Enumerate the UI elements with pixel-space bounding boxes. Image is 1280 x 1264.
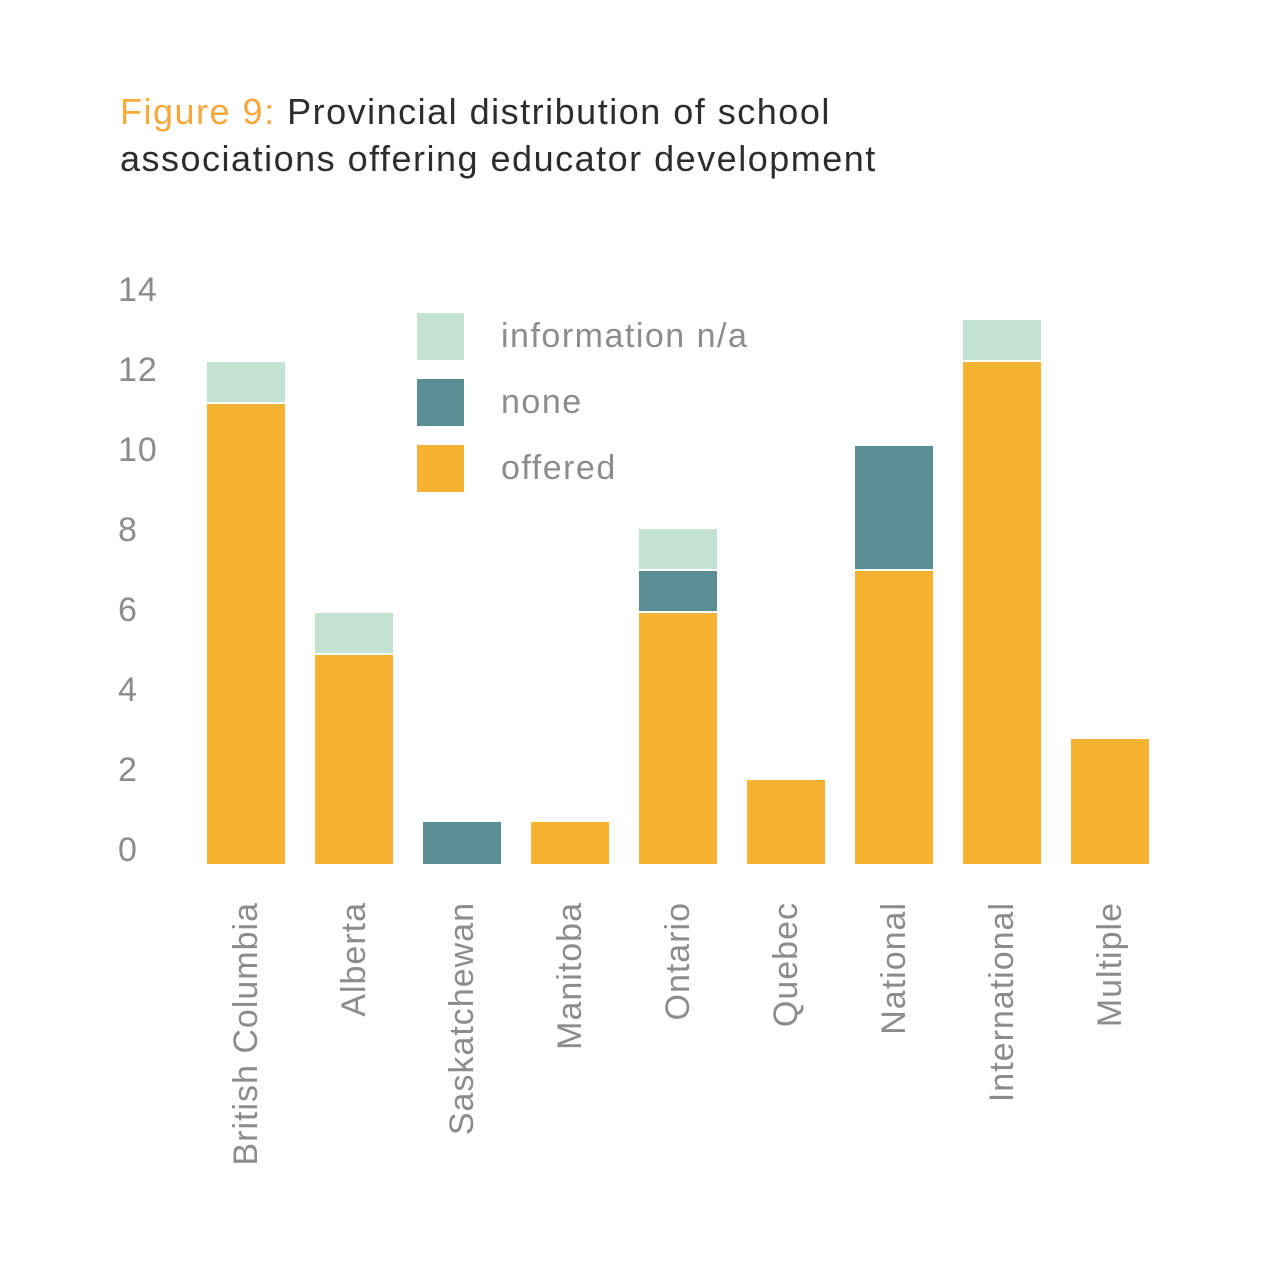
- legend-label-offered: offered: [501, 449, 617, 487]
- legend-swatch-information-na: [417, 313, 464, 360]
- x-axis-label: Multiple: [1091, 902, 1129, 1028]
- legend-item-information-na: information n/a: [417, 313, 748, 360]
- figure-title-line1: Figure 9: Provincial distribution of sch…: [120, 88, 877, 135]
- x-axis-label: National: [875, 902, 913, 1035]
- figure-title-line1-text: Provincial distribution of school: [287, 91, 831, 132]
- legend-swatch-offered: [417, 445, 464, 492]
- y-axis-tick-0: 0: [118, 831, 138, 869]
- bar-segment-offered: [747, 780, 825, 864]
- legend-swatch-none: [417, 379, 464, 426]
- y-axis-tick-14: 14: [118, 271, 158, 309]
- x-axis-label: International: [983, 902, 1021, 1103]
- bar-segment-offered: [531, 822, 609, 864]
- bar-segment-na: [963, 320, 1041, 363]
- bar-segment-na: [639, 529, 717, 572]
- x-axis-label: Saskatchewan: [443, 902, 481, 1136]
- y-axis-tick-4: 4: [118, 671, 138, 709]
- x-axis-label: Quebec: [767, 902, 805, 1028]
- x-axis-label: Alberta: [335, 902, 373, 1017]
- legend-item-none: none: [417, 379, 748, 426]
- y-axis-tick-2: 2: [118, 751, 138, 789]
- bar-segment-none: [423, 822, 501, 864]
- bar-segment-na: [315, 613, 393, 655]
- y-axis-tick-8: 8: [118, 511, 138, 549]
- y-axis-tick-6: 6: [118, 591, 138, 629]
- bar-segment-offered: [315, 654, 393, 864]
- bar-segment-offered: [855, 571, 933, 864]
- legend-item-offered: offered: [417, 445, 748, 492]
- bar-segment-offered: [963, 362, 1041, 864]
- x-axis-label: Ontario: [659, 902, 697, 1021]
- x-axis-label: British Columbia: [227, 902, 265, 1166]
- bar-segment-na: [207, 362, 285, 404]
- bar-segment-offered: [207, 403, 285, 864]
- figure-title-line2: associations offering educator developme…: [120, 138, 877, 179]
- bar-segment-offered: [639, 613, 717, 864]
- bar-segment-none: [639, 571, 717, 614]
- figure-title: Figure 9: Provincial distribution of sch…: [120, 88, 877, 182]
- chart-legend: information n/a none offered: [417, 313, 748, 511]
- x-axis-label: Manitoba: [551, 902, 589, 1050]
- y-axis-tick-12: 12: [118, 351, 158, 389]
- legend-label-information-na: information n/a: [501, 317, 749, 355]
- figure-number: Figure 9:: [120, 91, 276, 132]
- y-axis-tick-10: 10: [118, 431, 158, 469]
- bar-segment-offered: [1071, 738, 1149, 864]
- legend-label-none: none: [501, 383, 583, 421]
- bar-segment-none: [855, 445, 933, 572]
